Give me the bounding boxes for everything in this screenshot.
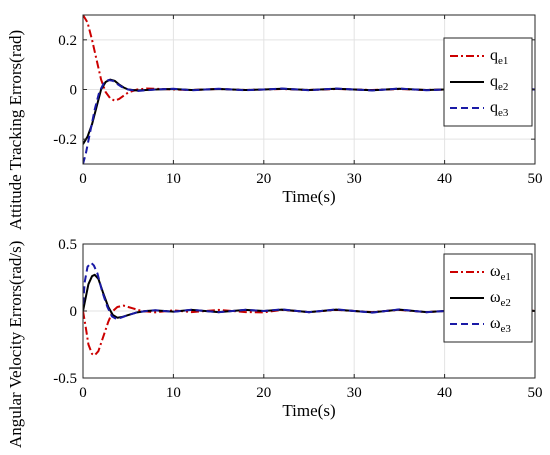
y-tick-label: 0 — [70, 83, 78, 99]
series-line-e1 — [83, 15, 535, 102]
x-axis-label: Time(s) — [282, 187, 335, 206]
x-tick-label: 50 — [528, 385, 543, 401]
y-axis-label: Attitude Tracking Errors(rad) — [6, 30, 25, 230]
y-tick-label: -0.5 — [53, 371, 77, 387]
x-tick-label: 20 — [256, 385, 271, 401]
x-tick-label: 0 — [79, 385, 87, 401]
legend-label-subscript: e1 — [498, 55, 508, 67]
legend-label-e2: qe2 — [490, 73, 508, 93]
x-tick-label: 10 — [166, 171, 181, 187]
x-tick-label: 30 — [347, 385, 362, 401]
legend-label-subscript: e2 — [498, 81, 508, 93]
legend-label-e3: qe3 — [490, 99, 509, 119]
series-line-e3 — [83, 261, 535, 321]
legend-label-e1: ωe1 — [490, 263, 511, 283]
legend-label-e1: qe1 — [490, 47, 508, 67]
legend-label-subscript: e1 — [501, 271, 511, 283]
x-tick-label: 10 — [166, 385, 181, 401]
x-tick-label: 50 — [528, 171, 543, 187]
legend-label-base: ω — [490, 289, 501, 306]
y-axis-label: Angular Velocity Errors(rad/s) — [6, 241, 25, 448]
series-line-e2 — [83, 273, 535, 319]
y-tick-label: 0 — [70, 304, 78, 320]
x-tick-label: 30 — [347, 171, 362, 187]
chart-1: 0 10 20 30 40 50 -0.2 0 0.2 Time(s) Attitude Track… — [6, 14, 543, 230]
legend-label-base: q — [490, 99, 498, 116]
x-tick-label: 40 — [437, 385, 452, 401]
legend-label-e3: ωe3 — [490, 315, 511, 335]
legend-label-base: ω — [490, 263, 501, 280]
legend-label-e2: ωe2 — [490, 289, 511, 309]
legend-label-subscript: e2 — [501, 297, 511, 309]
legend-label-base: ω — [490, 315, 501, 332]
legend-label-subscript: e3 — [498, 107, 509, 119]
y-tick-label: 0.5 — [58, 237, 77, 253]
y-tick-label: -0.2 — [53, 132, 77, 148]
x-axis-label: Time(s) — [282, 401, 335, 420]
x-tick-label: 20 — [256, 171, 271, 187]
series-line-e3 — [83, 79, 535, 164]
legend-label-base: q — [490, 47, 498, 64]
legend-label-subscript: e3 — [501, 323, 512, 335]
x-tick-label: 40 — [437, 171, 452, 187]
series-group — [83, 15, 535, 164]
x-tick-label: 0 — [79, 171, 87, 187]
legend-label-base: q — [490, 73, 498, 90]
series-group — [83, 261, 535, 357]
y-tick-label: 0.2 — [58, 33, 77, 49]
